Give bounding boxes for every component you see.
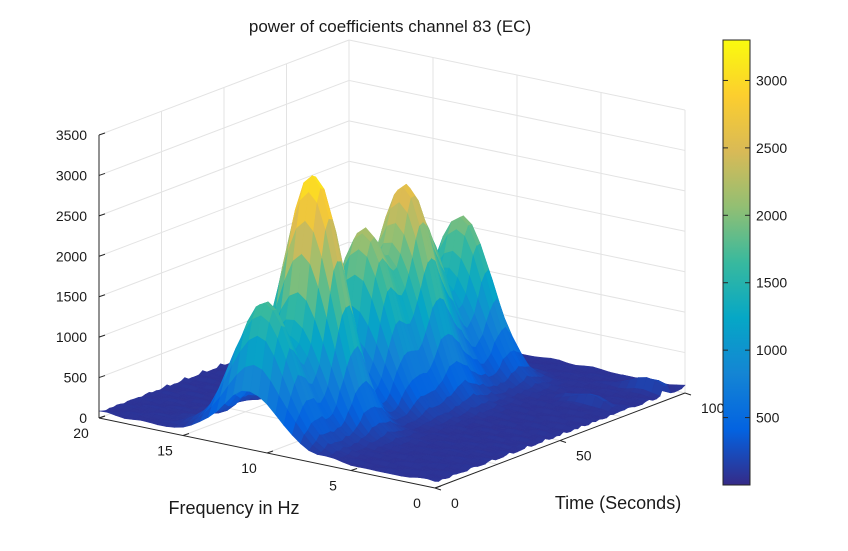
- colorbar: [722, 39, 751, 486]
- z-tick-mark: [98, 213, 106, 217]
- y-tick-label: 50: [576, 448, 592, 464]
- z-tick-mark: [98, 253, 106, 257]
- chart-title: power of coefficients channel 83 (EC): [249, 17, 531, 36]
- x-tick-label: 5: [329, 478, 337, 494]
- y-tick-label: 100: [701, 400, 725, 416]
- y-tick-mark: [434, 487, 442, 491]
- x-tick-mark: [266, 450, 274, 454]
- x-axis-label: Frequency in Hz: [168, 498, 299, 518]
- x-tick-label: 15: [157, 443, 173, 459]
- colorbar-ticks: 500 1000 1500 2000 2500 3000: [723, 72, 787, 426]
- z-tick-label: 2500: [56, 208, 87, 224]
- z-tick-label: 1500: [56, 289, 87, 305]
- colorbar-tick-label: 3000: [756, 72, 787, 88]
- z-tick-label: 3000: [56, 167, 87, 183]
- colorbar-tick-label: 1000: [756, 342, 787, 358]
- x-tick-mark: [434, 485, 442, 489]
- colorbar-bar: [722, 39, 751, 486]
- z-tick-mark: [98, 172, 106, 176]
- colorbar-tick-label: 2000: [756, 207, 787, 223]
- z-tick-mark: [98, 334, 106, 338]
- surface-mesh: [98, 175, 686, 482]
- z-tick-label: 3500: [56, 127, 87, 143]
- colorbar-tick-label: 1500: [756, 275, 787, 291]
- x-tick-mark: [182, 433, 190, 436]
- y-tick-label: 0: [451, 495, 459, 511]
- colorbar-tick-label: 500: [756, 410, 780, 426]
- z-tick-mark: [98, 415, 106, 419]
- z-tick-label: 1000: [56, 329, 87, 345]
- y-tick-mark: [684, 392, 692, 396]
- z-tick-mark: [98, 294, 106, 298]
- z-tick-label: 2000: [56, 248, 87, 264]
- tick-labels: 0510152005010005001000150020002500300035…: [56, 127, 725, 511]
- colorbar-tick-label: 2500: [756, 140, 787, 156]
- x-tick-label: 10: [241, 460, 257, 476]
- z-tick-mark: [98, 375, 106, 379]
- z-tick-mark: [98, 132, 106, 136]
- surface-patch: [426, 478, 439, 482]
- z-tick-label: 0: [79, 410, 87, 426]
- x-tick-mark: [350, 468, 358, 471]
- z-tick-label: 500: [64, 370, 88, 386]
- y-axis-label: Time (Seconds): [555, 493, 681, 513]
- y-tick-mark: [559, 440, 567, 443]
- x-tick-label: 20: [73, 425, 89, 441]
- x-tick-label: 0: [413, 495, 421, 511]
